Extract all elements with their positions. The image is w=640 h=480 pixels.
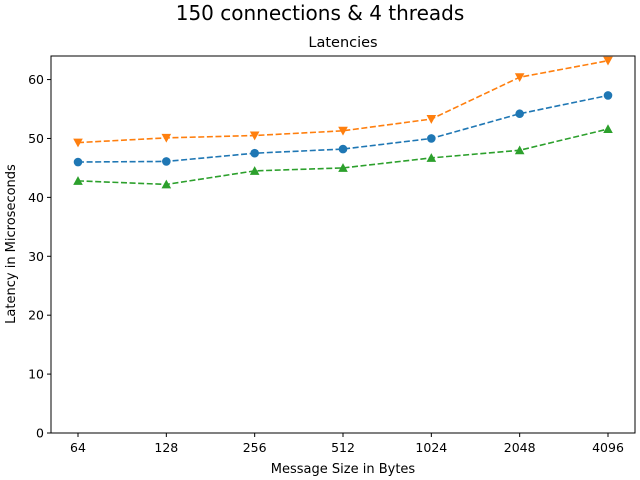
x-tick-label: 2048 bbox=[504, 440, 536, 455]
data-point bbox=[162, 157, 171, 166]
data-point bbox=[603, 91, 613, 100]
data-point bbox=[515, 109, 524, 119]
data-point bbox=[161, 133, 172, 143]
y-tick-label: 10 bbox=[28, 367, 44, 382]
x-tick-label: 512 bbox=[331, 440, 355, 455]
data-point bbox=[426, 153, 437, 162]
y-tick-label: 0 bbox=[36, 426, 44, 441]
data-point bbox=[73, 176, 83, 185]
data-point bbox=[250, 148, 259, 158]
y-tick-label: 20 bbox=[28, 308, 44, 323]
y-tick-label: 40 bbox=[28, 190, 44, 205]
y-tick-label: 50 bbox=[28, 131, 44, 146]
x-tick-label: 64 bbox=[70, 440, 86, 455]
plot-frame bbox=[50, 55, 636, 434]
series-line-3 bbox=[77, 128, 609, 186]
data-point bbox=[603, 124, 613, 134]
x-tick-label: 256 bbox=[243, 440, 267, 455]
data-point bbox=[338, 163, 348, 172]
y-axis: 0 10 20 30 40 50 60 bbox=[28, 72, 51, 441]
chart-title: Latencies bbox=[308, 35, 377, 51]
data-point bbox=[73, 157, 83, 167]
data-point bbox=[427, 134, 436, 143]
figure-suptitle: 150 connections & 4 threads bbox=[176, 1, 465, 25]
data-point bbox=[338, 144, 348, 154]
plot-area bbox=[73, 56, 613, 189]
data-point bbox=[603, 56, 613, 66]
y-tick-label: 30 bbox=[28, 249, 44, 264]
data-point bbox=[249, 166, 260, 175]
x-axis-label: Message Size in Bytes bbox=[271, 462, 416, 477]
y-tick-label: 60 bbox=[28, 72, 44, 87]
x-tick-label: 128 bbox=[154, 440, 178, 455]
data-point bbox=[426, 115, 437, 124]
x-tick-label: 4096 bbox=[592, 440, 624, 455]
data-point bbox=[514, 145, 525, 155]
x-tick-label: 1024 bbox=[415, 440, 447, 455]
data-point bbox=[514, 73, 525, 83]
data-point bbox=[73, 138, 83, 148]
data-point bbox=[338, 126, 348, 136]
data-point bbox=[249, 131, 260, 141]
data-point bbox=[161, 179, 172, 189]
y-axis-label: Latency in Microseconds bbox=[4, 164, 19, 324]
x-axis: 64 128 256 512 1024 2048 4096 bbox=[70, 433, 624, 455]
